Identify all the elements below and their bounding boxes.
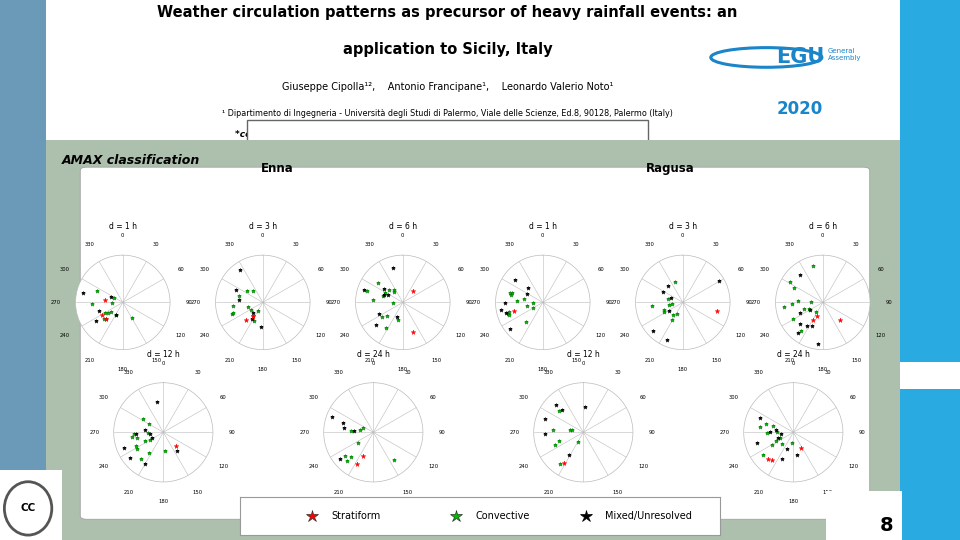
Text: Convective: Convective <box>475 511 530 521</box>
Title: d = 12 h: d = 12 h <box>147 349 180 359</box>
Text: EGU: EGU <box>777 48 825 68</box>
Text: Ragusa: Ragusa <box>645 163 694 176</box>
Text: ¹ Dipartimento di Ingegneria - Università degli Studi di Palermo, Viale delle Sc: ¹ Dipartimento di Ingegneria - Universit… <box>222 109 673 118</box>
Text: *corresponding author contact:: *corresponding author contact: <box>235 130 396 139</box>
Title: d = 3 h: d = 3 h <box>249 222 276 231</box>
Text: 8: 8 <box>880 516 894 535</box>
Text: Giuseppe Cipolla¹²,    Antonio Francipane¹,    Leonardo Valerio Noto¹: Giuseppe Cipolla¹², Antonio Francipane¹,… <box>282 82 613 92</box>
FancyBboxPatch shape <box>247 120 648 149</box>
Text: AMAX classification: AMAX classification <box>61 154 200 167</box>
Text: application to Sicily, Italy: application to Sicily, Italy <box>343 42 552 57</box>
Title: d = 1 h: d = 1 h <box>529 222 557 231</box>
Title: d = 6 h: d = 6 h <box>389 222 417 231</box>
Title: d = 6 h: d = 6 h <box>808 222 837 231</box>
Title: d = 1 h: d = 1 h <box>108 222 137 231</box>
Text: Stratiform: Stratiform <box>331 511 380 521</box>
Title: d = 12 h: d = 12 h <box>567 349 600 359</box>
Text: CC: CC <box>20 503 36 514</box>
Text: giuseppe.cipolla04@unipa.it: giuseppe.cipolla04@unipa.it <box>465 130 593 139</box>
Text: Mixed/Unresolved: Mixed/Unresolved <box>605 511 691 521</box>
Title: d = 3 h: d = 3 h <box>669 222 697 231</box>
FancyBboxPatch shape <box>29 132 918 540</box>
Text: General
Assembly: General Assembly <box>828 48 861 61</box>
Title: d = 24 h: d = 24 h <box>777 349 809 359</box>
Text: Weather circulation patterns as precursor of heavy rainfall events: an: Weather circulation patterns as precurso… <box>157 4 738 19</box>
Text: Enna: Enna <box>260 163 293 176</box>
Title: d = 24 h: d = 24 h <box>357 349 390 359</box>
FancyBboxPatch shape <box>81 167 870 519</box>
Text: 2020: 2020 <box>777 100 823 118</box>
